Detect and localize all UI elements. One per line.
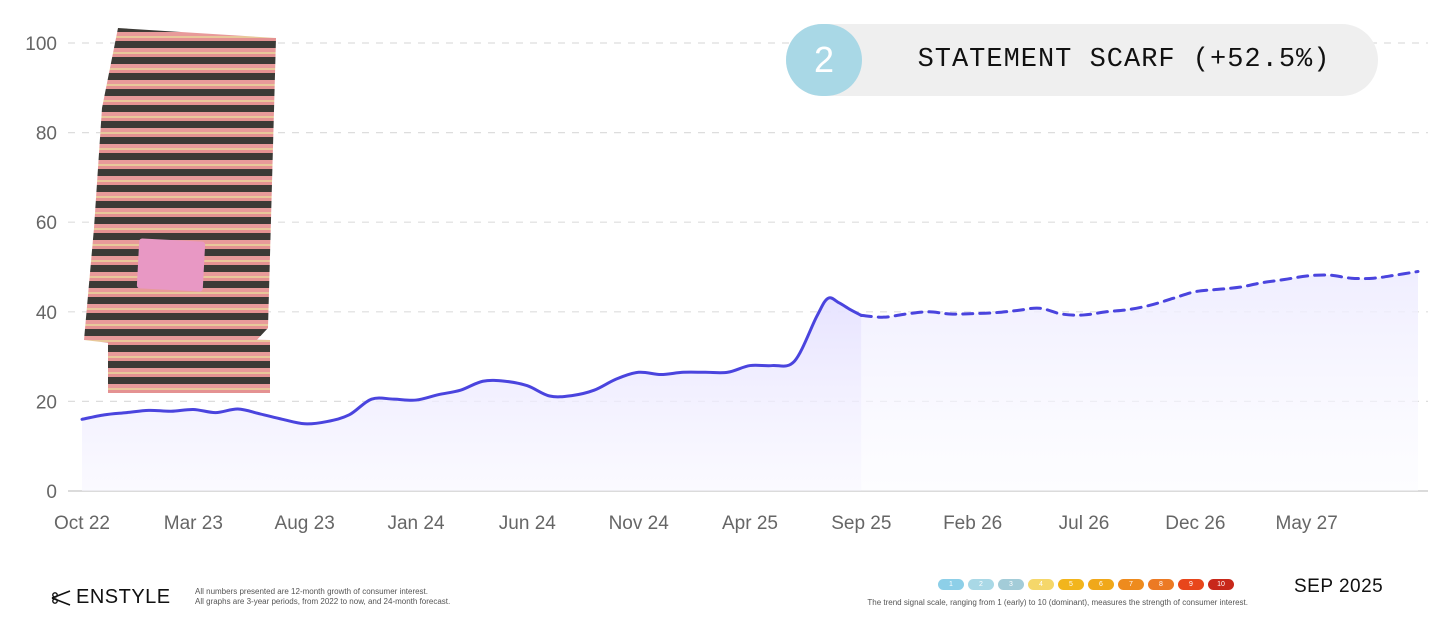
x-tick-label: Jul 26 xyxy=(1059,513,1110,534)
x-tick-label: May 27 xyxy=(1276,513,1338,534)
y-tick-label: 60 xyxy=(36,213,57,234)
x-tick-label: Dec 26 xyxy=(1165,513,1225,534)
scale-pill-3: 3 xyxy=(998,579,1024,590)
footnotes: All numbers presented are 12-month growt… xyxy=(195,587,450,607)
x-tick-label: Aug 23 xyxy=(275,513,335,534)
scale-pill-1: 1 xyxy=(938,579,964,590)
scale-pill-7: 7 xyxy=(1118,579,1144,590)
y-tick-label: 100 xyxy=(25,34,57,55)
footer: ENSTYLE All numbers presented are 12-mon… xyxy=(0,560,1456,639)
scale-pill-6: 6 xyxy=(1088,579,1114,590)
forecast-series-line xyxy=(859,269,1420,319)
rank-badge: 2 xyxy=(786,24,862,96)
y-tick-label: 20 xyxy=(36,392,57,413)
y-tick-label: 80 xyxy=(36,124,57,145)
scale-note: The trend signal scale, ranging from 1 (… xyxy=(867,598,1248,607)
trend-chart: 0 20 40 60 80 100 Oct 22 Mar 23 Aug 23 Jan 24 Jun… xyxy=(25,34,1428,534)
scale-pill-5: 5 xyxy=(1058,579,1084,590)
chart-title: STATEMENT SCARF (+52.5%) xyxy=(917,45,1331,75)
brand-name: ENSTYLE xyxy=(76,586,171,608)
report-date: SEP 2025 xyxy=(1294,576,1384,597)
footnote-line-1: All numbers presented are 12-month growt… xyxy=(195,587,429,596)
series-lines xyxy=(80,269,1420,426)
actual-series-line xyxy=(80,296,863,426)
scarf-label-patch xyxy=(136,238,206,292)
actual-area xyxy=(82,297,862,491)
x-tick-label: Apr 25 xyxy=(722,513,778,534)
scale-pill-2: 2 xyxy=(968,579,994,590)
x-tick-label: Jan 24 xyxy=(387,513,444,534)
scale-pill-9: 9 xyxy=(1178,579,1204,590)
forecast-area xyxy=(861,271,1418,491)
x-tick-label: Oct 22 xyxy=(54,513,110,534)
x-tick-label: Feb 26 xyxy=(943,513,1002,534)
scale-pill-4: 4 xyxy=(1028,579,1054,590)
y-tick-label: 40 xyxy=(36,303,57,324)
y-tick-label: 0 xyxy=(46,482,57,503)
brand-logo: ENSTYLE xyxy=(50,586,171,609)
y-axis-ticks: 0 20 40 60 80 100 xyxy=(25,34,57,503)
x-tick-label: Nov 24 xyxy=(609,513,670,534)
trend-signal-scale: 1 2 3 4 5 6 7 8 9 10 xyxy=(938,579,1234,590)
x-tick-label: Mar 23 xyxy=(164,513,223,534)
scale-pill-8: 8 xyxy=(1148,579,1174,590)
scissors-icon xyxy=(51,589,71,606)
x-tick-label: Sep 25 xyxy=(831,513,891,534)
scarf-product-image xyxy=(84,28,276,393)
area-fill xyxy=(82,271,1418,491)
x-axis-ticks: Oct 22 Mar 23 Aug 23 Jan 24 Jun 24 Nov 24 Apr … xyxy=(54,513,1338,534)
trend-badge: 2 STATEMENT SCARF (+52.5%) xyxy=(786,24,1378,96)
scale-pill-10: 10 xyxy=(1208,579,1234,590)
x-tick-label: Jun 24 xyxy=(499,513,556,534)
footnote-line-2: All graphs are 3-year periods, from 2022… xyxy=(195,597,451,606)
